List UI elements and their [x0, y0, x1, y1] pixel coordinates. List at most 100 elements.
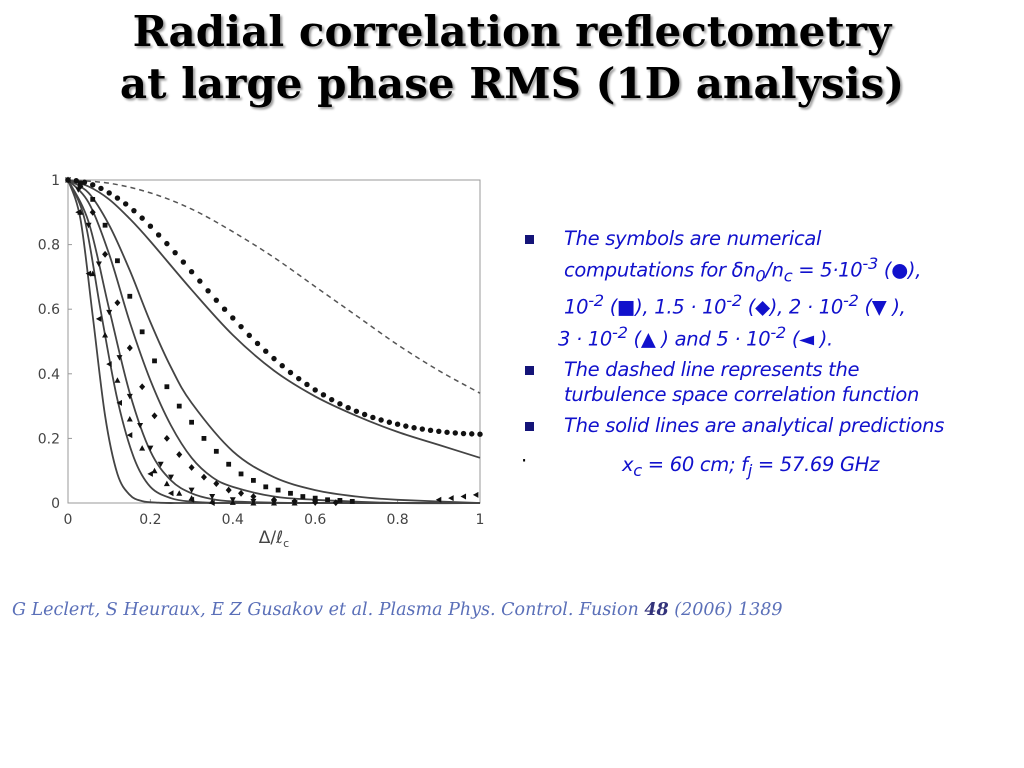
marker-triangle-up	[102, 332, 109, 338]
marker-circle	[386, 419, 393, 425]
title-line-2: at large phase RMS (1D analysis)	[119, 59, 905, 108]
marker-triangle-down	[312, 500, 319, 506]
analytical-solid-line	[67, 179, 480, 504]
marker-circle	[403, 423, 409, 429]
marker-square	[164, 384, 170, 390]
marker-square	[127, 293, 133, 299]
marker-triangle-up	[271, 500, 277, 506]
marker-square	[201, 436, 207, 441]
marker-square	[102, 222, 108, 228]
bullet-square-icon	[525, 366, 534, 376]
marker-triangle-left	[95, 315, 102, 322]
correlation-chart: 0 0.2 0.4 0.6 0.8 1 0 0.2 0.4 0.6 0.8 1 Δ/ℓc	[38, 173, 485, 550]
marker-circle	[230, 315, 236, 321]
analytical-solid-line	[67, 179, 481, 504]
marker-diamond	[163, 435, 170, 442]
bullet-square-icon	[525, 422, 534, 432]
bullet-dot: ·	[521, 449, 527, 473]
marker-circle	[411, 425, 417, 431]
title-line-1: Radial correlation reflectometry	[132, 7, 892, 56]
delta-symbol: δ	[731, 258, 744, 282]
marker-circle	[279, 363, 285, 369]
marker-triangle-down	[137, 422, 144, 429]
marker-circle	[221, 306, 228, 312]
citation-volume: 48	[644, 600, 669, 620]
bullet-square-icon	[525, 235, 534, 244]
x-tick-label: 0.6	[304, 512, 326, 528]
marker-circle	[378, 417, 384, 423]
y-tick-label: 0.2	[38, 431, 60, 447]
marker-triangle-left	[65, 177, 71, 183]
marker-triangle-down	[95, 261, 102, 267]
marker-triangle-left	[209, 500, 215, 506]
marker-circle	[122, 201, 129, 207]
marker-circle	[419, 426, 426, 432]
marker-triangle-up	[163, 480, 170, 487]
parameters-formula: xc = 60 cm; fj = 57.69 GHz	[622, 453, 880, 481]
bullet-2-line-2: turbulence space correlation function	[564, 383, 920, 407]
marker-circle	[304, 381, 310, 388]
marker-triangle-down	[85, 222, 92, 229]
marker-diamond	[89, 208, 96, 216]
marker-square	[176, 403, 182, 409]
x-axis-label-main: Δ/ℓ	[259, 528, 283, 548]
marker-diamond	[332, 499, 339, 507]
marker-circle	[106, 190, 112, 196]
marker-square	[226, 461, 232, 467]
y-tick-label: 0.6	[38, 302, 60, 318]
dashed-correlation-line	[67, 179, 481, 394]
bullet-3-line-1: The solid lines are analytical predictio…	[564, 414, 945, 438]
bullet-solid-lines: The solid lines are analytical predictio…	[520, 413, 1020, 438]
marker-triangle-down	[147, 445, 154, 452]
y-tick-label: 0	[51, 496, 60, 512]
marker-circle	[197, 278, 203, 284]
marker-square	[238, 471, 244, 477]
bullet-list: The symbols are numerical computations f…	[520, 226, 1020, 482]
formula-row: · xc = 60 cm; fj = 57.69 GHz	[520, 449, 1020, 482]
marker-triangle-left	[85, 270, 92, 277]
marker-square	[213, 448, 219, 454]
marker-circle	[263, 348, 269, 354]
marker-square	[312, 495, 318, 501]
bullet-2-line-1: The dashed line represents the	[564, 358, 860, 382]
marker-diamond	[213, 480, 220, 488]
marker-diamond	[250, 493, 257, 500]
marker-square	[189, 419, 194, 425]
marker-diamond	[151, 412, 158, 420]
marker-square	[300, 494, 306, 499]
marker-triangle-left	[147, 470, 153, 477]
marker-diamond	[126, 344, 133, 352]
marker-square	[115, 258, 120, 264]
x-tick-label: 0.8	[386, 512, 408, 528]
marker-square	[152, 358, 157, 364]
marker-circle	[254, 340, 261, 347]
marker-triangle-down	[157, 461, 164, 468]
y-tick-label: 1	[51, 173, 60, 189]
marker-triangle-down	[126, 393, 133, 400]
marker-circle	[81, 179, 88, 185]
marker-triangle-down	[188, 487, 195, 494]
marker-circle	[90, 182, 96, 188]
marker-square	[251, 477, 256, 483]
marker-circle	[164, 240, 170, 247]
marker-circle	[147, 223, 154, 229]
bullet-1-line-4: 3 · 10-2 (▲ ) and 5 · 10-2 (◄ ).	[558, 322, 833, 351]
marker-circle	[73, 177, 79, 184]
marker-circle	[287, 369, 294, 376]
marker-circle	[246, 332, 252, 339]
marker-diamond	[139, 383, 146, 391]
marker-triangle-up	[229, 499, 236, 505]
marker-circle	[353, 408, 360, 414]
marker-circle	[394, 421, 401, 427]
marker-square	[139, 329, 145, 335]
marker-triangle-down	[209, 494, 216, 500]
x-tick-label: 0	[64, 512, 73, 528]
marker-triangle-up	[291, 500, 298, 506]
marker-circle	[172, 249, 178, 256]
marker-circle	[213, 297, 220, 303]
marker-square	[349, 498, 355, 504]
marker-triangle-down	[75, 187, 82, 193]
analytical-solid-line	[67, 179, 481, 505]
marker-circle	[271, 355, 277, 362]
x-axis-label-sub: c	[283, 537, 289, 550]
